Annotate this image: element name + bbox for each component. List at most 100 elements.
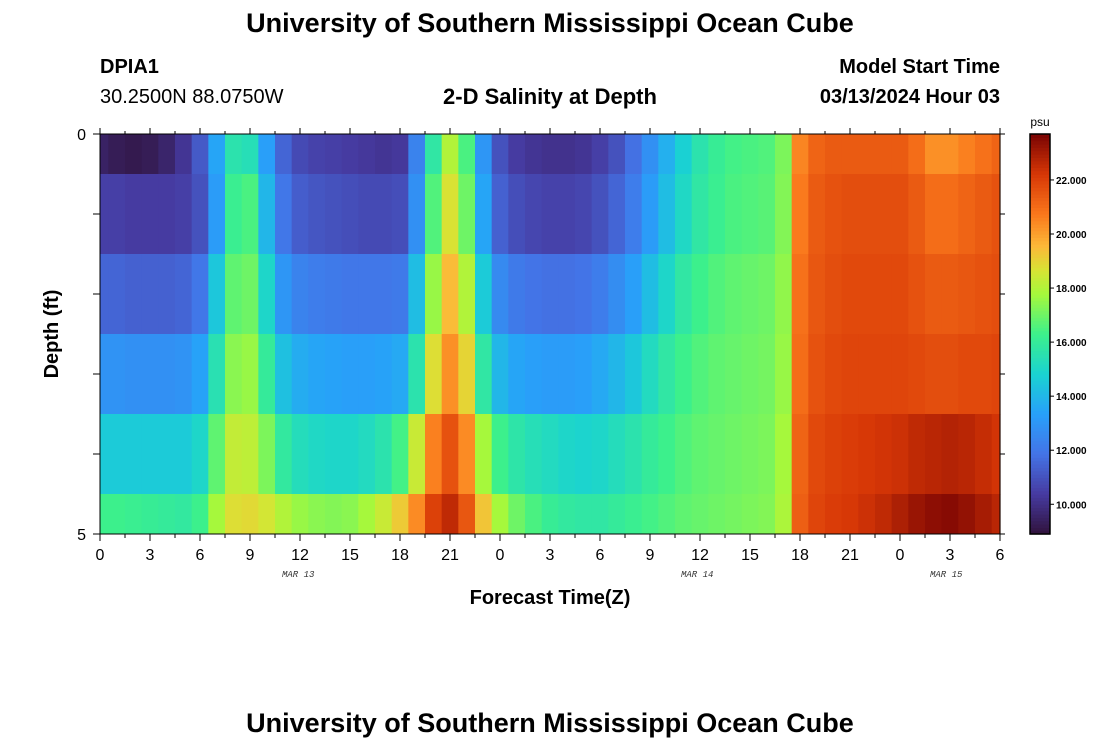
- colorbar-segment: [1030, 334, 1050, 338]
- heatmap-cell: [841, 414, 859, 495]
- heatmap-cell: [408, 334, 426, 415]
- colorbar-segment: [1030, 300, 1050, 305]
- heatmap-cell: [341, 174, 359, 255]
- heatmap-cell: [775, 134, 793, 175]
- heatmap-cell: [791, 254, 809, 335]
- heatmap-cell: [908, 174, 926, 255]
- colorbar: 10.000 12.000 14.000 16.000 18.000 20.000 22.0…: [1029, 133, 1087, 535]
- x-tick-label: 21: [441, 547, 459, 564]
- colorbar-segment: [1030, 207, 1050, 212]
- heatmap-cell: [358, 494, 376, 535]
- heatmap-cell: [158, 414, 176, 495]
- heatmap-cell: [741, 334, 759, 415]
- heatmap-cell: [841, 174, 859, 255]
- heatmap-cell: [341, 334, 359, 415]
- plot-title: 2-D Salinity at Depth: [443, 84, 657, 109]
- x-tick-label: 0: [496, 547, 505, 564]
- heatmap-cell: [875, 494, 893, 535]
- colorbar-segment: [1030, 184, 1050, 188]
- x-tick-label: 18: [391, 547, 409, 564]
- heatmap-cell: [375, 134, 393, 175]
- heatmap-cell: [625, 134, 643, 175]
- heatmap-cell: [108, 414, 126, 495]
- heatmap-cell: [275, 134, 293, 175]
- heatmap-cell: [641, 134, 659, 175]
- heatmap-cell: [441, 334, 459, 415]
- heatmap-cell: [341, 414, 359, 495]
- heatmap-cell: [125, 334, 143, 415]
- heatmap-cell: [808, 494, 826, 535]
- colorbar-segment: [1030, 340, 1050, 345]
- heatmap-cell: [575, 134, 593, 175]
- heatmap-cell: [991, 254, 1001, 335]
- colorbar-segment: [1030, 470, 1050, 475]
- colorbar-segment: [1030, 314, 1050, 318]
- heatmap-cell: [375, 494, 393, 535]
- heatmap-cell: [658, 174, 676, 255]
- heatmap-cell: [925, 174, 943, 255]
- heatmap-cell: [808, 414, 826, 495]
- colorbar-segment: [1030, 150, 1050, 155]
- colorbar-segment: [1030, 237, 1050, 242]
- heatmap-cell: [225, 134, 243, 175]
- heatmap-cell: [975, 134, 993, 175]
- colorbar-segment: [1030, 267, 1050, 272]
- heatmap-cell: [108, 254, 126, 335]
- heatmap-cell: [258, 174, 276, 255]
- heatmap-cell: [141, 334, 159, 415]
- heatmap-cell: [725, 334, 743, 415]
- heatmap-cell: [375, 254, 393, 335]
- heatmap-cell: [158, 174, 176, 255]
- heatmap-cell: [925, 494, 943, 535]
- heatmap-cell: [508, 414, 526, 495]
- heatmap-cell: [791, 174, 809, 255]
- colorbar-segment: [1030, 234, 1050, 238]
- heatmap-cell: [608, 134, 626, 175]
- heatmap-cell: [991, 174, 1001, 255]
- heatmap-cell: [458, 134, 476, 175]
- station-coords: 30.2500N 88.0750W: [100, 86, 284, 108]
- heatmap-cell: [658, 254, 676, 335]
- heatmap-cell: [675, 494, 693, 535]
- heatmap-cell: [425, 494, 443, 535]
- chart-axes: 0 3 6 9 12 15 18 21 0 3 6 9 12 15 18 21 0 3 605: [77, 127, 1005, 564]
- heatmap-cell: [125, 254, 143, 335]
- heatmap-cell: [208, 334, 226, 415]
- heatmap-cell: [325, 494, 343, 535]
- heatmap-cell: [725, 414, 743, 495]
- heatmap-cell: [591, 334, 609, 415]
- heatmap-cell: [875, 174, 893, 255]
- heatmap-cell: [741, 254, 759, 335]
- colorbar-segment: [1030, 457, 1050, 462]
- heatmap-cell: [791, 494, 809, 535]
- heatmap-cell: [608, 174, 626, 255]
- colorbar-segment: [1030, 244, 1050, 248]
- heatmap-cell: [425, 174, 443, 255]
- heatmap-cell: [591, 414, 609, 495]
- heatmap-cell: [508, 174, 526, 255]
- heatmap-cell: [575, 174, 593, 255]
- heatmap-cell: [408, 494, 426, 535]
- heatmap-cell: [208, 254, 226, 335]
- footer-title: University of Southern Mississippi Ocean…: [246, 708, 854, 738]
- heatmap-cell: [858, 134, 876, 175]
- x-tick-label: 15: [741, 547, 759, 564]
- heatmap-cell: [491, 494, 509, 535]
- colorbar-segment: [1030, 337, 1050, 342]
- heatmap-cell: [358, 414, 376, 495]
- heatmap-cell: [525, 254, 543, 335]
- heatmap-cell: [508, 334, 526, 415]
- heatmap-cell: [441, 494, 459, 535]
- heatmap-cell: [508, 254, 526, 335]
- heatmap-cell: [275, 414, 293, 495]
- heatmap-cell: [608, 494, 626, 535]
- heatmap-cell: [491, 174, 509, 255]
- heatmap-cell: [225, 254, 243, 335]
- colorbar-segment: [1030, 350, 1050, 355]
- heatmap-cell: [141, 414, 159, 495]
- colorbar-segment: [1030, 357, 1050, 362]
- colorbar-segment: [1030, 330, 1050, 335]
- heatmap-cell: [191, 414, 209, 495]
- heatmap-cell: [241, 134, 259, 175]
- heatmap-cell: [441, 254, 459, 335]
